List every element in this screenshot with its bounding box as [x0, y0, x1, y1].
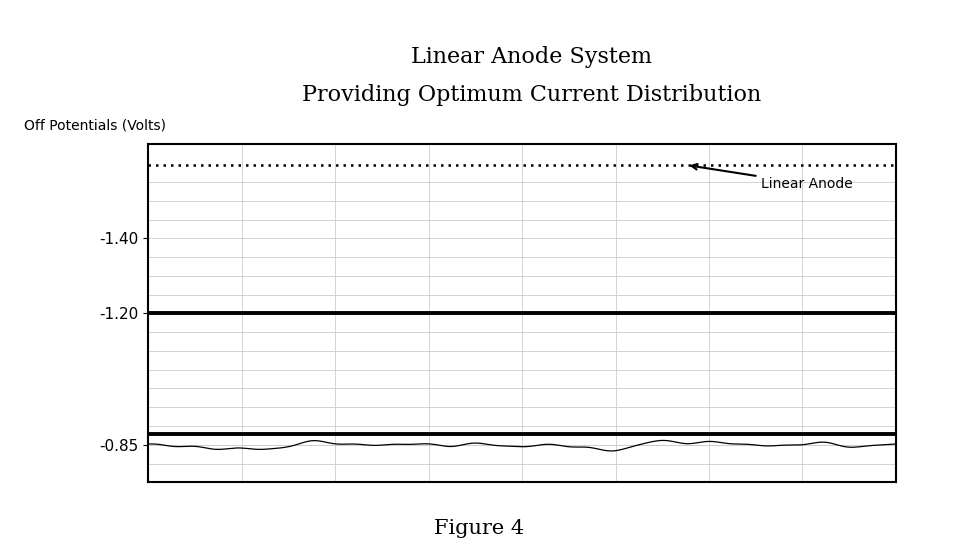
Text: Linear Anode: Linear Anode [692, 164, 853, 191]
Text: Off Potentials (Volts): Off Potentials (Volts) [24, 118, 166, 132]
Text: Linear Anode System: Linear Anode System [411, 46, 652, 68]
Text: Providing Optimum Current Distribution: Providing Optimum Current Distribution [302, 84, 762, 106]
Text: Figure 4: Figure 4 [434, 519, 524, 538]
